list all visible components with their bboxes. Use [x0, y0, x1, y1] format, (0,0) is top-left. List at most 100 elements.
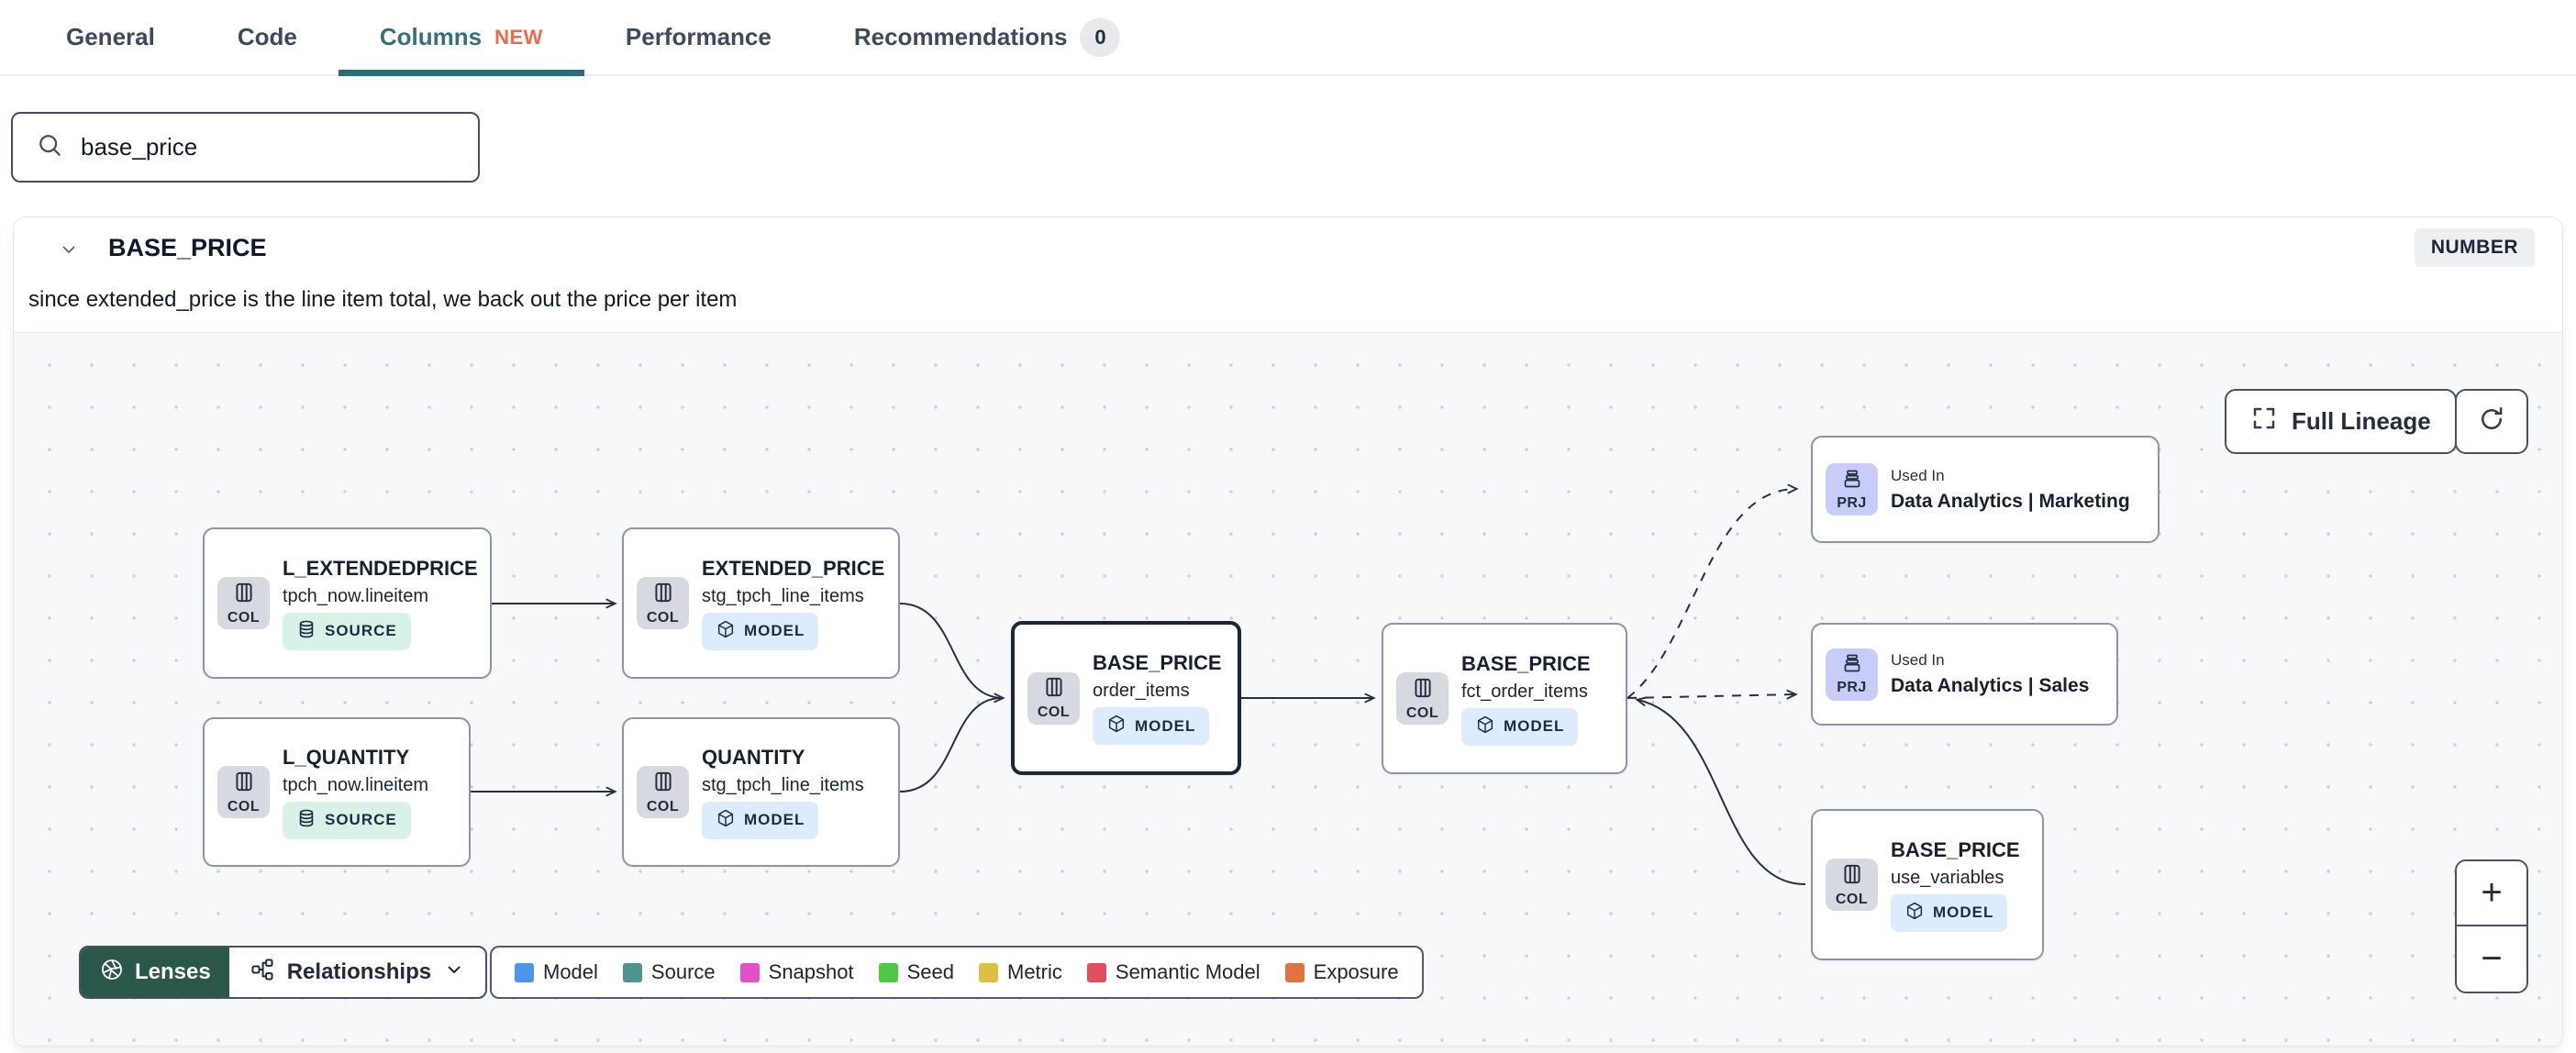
legend-item: Exposure: [1284, 960, 1399, 984]
node-subtitle: stg_tpch_line_items: [702, 774, 864, 795]
zoom-control: + −: [2455, 859, 2528, 993]
node-title: BASE_PRICE: [1093, 651, 1222, 674]
resource-type-badge: MODEL: [1461, 707, 1579, 746]
cube-icon: [1106, 714, 1127, 738]
lineage-node-base-price-order-items[interactable]: COL BASE_PRICE order_items MODEL: [1011, 621, 1241, 775]
lineage-node-l-extendedprice[interactable]: COL L_EXTENDEDPRICE tpch_now.lineitem SO…: [203, 527, 492, 679]
columns-icon: [651, 581, 675, 609]
tab-label: General: [66, 23, 155, 50]
tab-label: Code: [237, 23, 297, 50]
legend-item: Source: [622, 960, 716, 984]
column-chip: COL: [1396, 672, 1449, 725]
relationships-selector[interactable]: Relationships: [229, 948, 485, 997]
node-title: BASE_PRICE: [1461, 651, 1591, 675]
columns-icon: [1411, 676, 1435, 704]
legend-item: Metric: [979, 960, 1062, 984]
legend-item: Seed: [878, 960, 954, 984]
lineage-node-quantity[interactable]: COL QUANTITY stg_tpch_line_items MODEL: [622, 717, 900, 867]
node-title: Data Analytics | Sales: [1891, 675, 2090, 696]
relationships-graph-icon: [250, 957, 275, 989]
resource-type-badge: MODEL: [1093, 707, 1210, 745]
node-title: L_QUANTITY: [283, 745, 410, 769]
lineage-node-extended-price[interactable]: COL EXTENDED_PRICE stg_tpch_line_items M…: [622, 527, 900, 679]
node-subtitle: stg_tpch_line_items: [702, 585, 864, 606]
column-chip: COL: [637, 577, 689, 629]
tab-label: Performance: [625, 23, 772, 50]
column-chip: COL: [637, 766, 689, 818]
zoom-in-button[interactable]: +: [2457, 861, 2526, 926]
project-chip: PRJ: [1826, 648, 1878, 701]
tab-performance[interactable]: Performance: [584, 0, 813, 74]
database-icon: [296, 808, 316, 833]
column-chip: COL: [1027, 671, 1080, 725]
lineage-node-l-quantity[interactable]: COL L_QUANTITY tpch_now.lineitem SOURCE: [203, 717, 471, 867]
resource-type-badge: SOURCE: [283, 612, 411, 650]
database-icon: [296, 619, 316, 644]
cube-icon: [1904, 901, 1925, 926]
cube-icon: [716, 808, 736, 833]
search-input[interactable]: [81, 133, 456, 161]
used-in-label: Used In: [1891, 651, 1945, 669]
lineage-node-base-price-fct-order-items[interactable]: COL BASE_PRICE fct_order_items MODEL: [1382, 623, 1627, 774]
legend-swatch: [1086, 962, 1106, 982]
column-type-badge: NUMBER: [2414, 228, 2535, 267]
cube-icon: [716, 619, 736, 644]
chevron-down-icon[interactable]: [58, 238, 80, 265]
column-title: BASE_PRICE: [108, 234, 267, 261]
project-stack-icon: [1841, 468, 1863, 494]
node-title: EXTENDED_PRICE: [702, 556, 885, 580]
lineage-canvas[interactable]: COL L_EXTENDEDPRICE tpch_now.lineitem SO…: [14, 332, 2562, 1046]
node-title: L_EXTENDEDPRICE: [283, 556, 478, 580]
project-chip: PRJ: [1826, 463, 1878, 515]
legend-item: Semantic Model: [1086, 960, 1260, 984]
count-badge: 0: [1080, 17, 1121, 57]
tab-general[interactable]: General: [25, 0, 196, 74]
tab-recommendations[interactable]: Recommendations 0: [813, 0, 1162, 74]
node-title: BASE_PRICE: [1891, 837, 2020, 861]
column-chip: COL: [217, 766, 270, 818]
legend-swatch: [515, 962, 534, 982]
refresh-button[interactable]: [2455, 389, 2528, 454]
fullscreen-icon: [2250, 405, 2278, 438]
legend-item: Model: [515, 960, 598, 984]
lenses-button[interactable]: Lenses: [81, 948, 229, 997]
full-lineage-button[interactable]: Full Lineage: [2225, 389, 2457, 454]
project-stack-icon: [1841, 652, 1863, 679]
lineage-edges: [471, 483, 1806, 885]
node-subtitle: fct_order_items: [1461, 681, 1588, 702]
panel-header: BASE_PRICE NUMBER: [14, 217, 2562, 276]
node-title: QUANTITY: [702, 745, 805, 769]
lineage-node-base-price-use-variables[interactable]: COL BASE_PRICE use_variables MODEL: [1811, 809, 2044, 960]
column-description: since extended_price is the line item to…: [28, 287, 738, 312]
node-subtitle: tpch_now.lineitem: [283, 774, 428, 795]
used-in-label: Used In: [1891, 466, 1945, 484]
columns-icon: [651, 770, 675, 798]
node-subtitle: order_items: [1093, 681, 1190, 701]
lineage-node-used-in-marketing[interactable]: PRJ Used In Data Analytics | Marketing: [1811, 436, 2160, 543]
node-subtitle: tpch_now.lineitem: [283, 585, 428, 606]
tab-code[interactable]: Code: [196, 0, 339, 74]
zoom-out-button[interactable]: −: [2457, 926, 2526, 992]
aperture-icon: [99, 957, 125, 989]
columns-icon: [1042, 675, 1066, 704]
legend-item: Snapshot: [739, 960, 854, 984]
legend-swatch: [739, 962, 760, 982]
tab-label: Columns: [379, 23, 483, 50]
tab-columns[interactable]: Columns NEW: [338, 0, 584, 76]
resource-type-badge: MODEL: [1891, 893, 2008, 932]
new-badge: NEW: [494, 25, 543, 49]
columns-icon: [232, 581, 256, 609]
column-search[interactable]: [11, 112, 480, 183]
search-icon: [35, 130, 64, 164]
columns-icon: [232, 770, 256, 798]
node-subtitle: use_variables: [1891, 867, 2004, 888]
column-chip: COL: [1826, 859, 1878, 911]
resource-type-badge: SOURCE: [283, 801, 411, 839]
legend-swatch: [1284, 962, 1305, 982]
lineage-node-used-in-sales[interactable]: PRJ Used In Data Analytics | Sales: [1811, 623, 2118, 726]
resource-type-legend: Model Source Snapshot Seed Metric: [490, 946, 1424, 999]
lens-relationship-control: Lenses Relationships: [79, 946, 488, 999]
cube-icon: [1475, 715, 1495, 739]
tab-label: Recommendations: [853, 23, 1068, 50]
